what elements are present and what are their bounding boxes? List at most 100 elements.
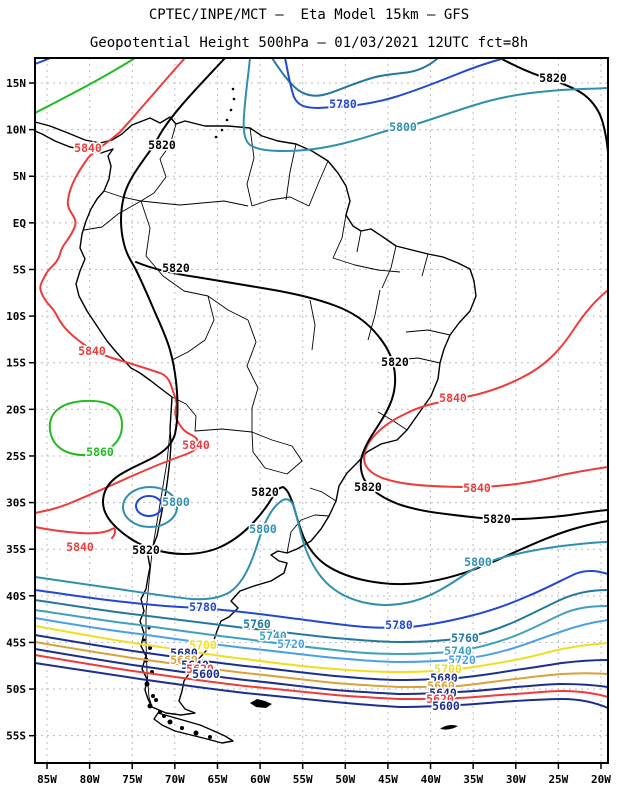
lon-tick-label: 75W	[122, 773, 142, 786]
contour-label: 5820	[539, 71, 567, 85]
contour-5820-andes-low	[102, 57, 609, 586]
lat-tick-label: 55S	[6, 730, 26, 743]
chart-subtitle: Geopotential Height 500hPa – 01/03/2021 …	[89, 35, 529, 51]
contour-label: 5680	[430, 671, 458, 685]
lon-tick-label: 65W	[208, 773, 228, 786]
contour-5780-south-band	[34, 570, 609, 629]
contour-label: 5780	[385, 618, 413, 632]
contour-label: 5820	[354, 480, 382, 494]
south-america-coastline	[34, 116, 477, 716]
contour-5700-south-band	[34, 625, 609, 673]
contour-label: 5840	[74, 141, 102, 155]
lat-tick-label: 5S	[13, 263, 26, 276]
contour-label: 5740	[444, 644, 472, 658]
south-georgia-island	[440, 725, 458, 730]
contour-label: 5620	[426, 692, 454, 706]
cutoff-low-outer-ring	[122, 486, 178, 528]
contour-label: 5820	[483, 512, 511, 526]
contour-label: 5700	[434, 662, 462, 676]
contour-5840-west	[34, 57, 200, 514]
contour-label: 5840	[182, 438, 210, 452]
contour-5860-north	[34, 57, 136, 114]
contour-label: 5800	[249, 522, 277, 536]
falkland-islands	[250, 699, 272, 708]
contour-5720-south-band	[34, 617, 609, 663]
lat-tick-label: 35S	[6, 543, 26, 556]
contour-5840-southwest	[34, 526, 116, 539]
contour-label: 5840	[66, 540, 94, 554]
contour-label: 5840	[439, 391, 467, 405]
contour-label: 5720	[277, 637, 305, 651]
contour-5800-north	[242, 57, 609, 152]
axes: 85W 80W 75W 70W 65W 60W 55W 50W 45W 40W 35W 30W 25W 2…	[6, 77, 611, 786]
chart-title: CPTEC/INPE/MCT – Eta Model 15km – GFS	[148, 7, 470, 23]
lon-tick-label: 35W	[463, 773, 483, 786]
contour-5800-south-band	[34, 498, 609, 606]
contour-label: 5860	[86, 445, 114, 459]
contour-label: 5820	[148, 138, 176, 152]
contour-5600-south-band	[34, 662, 609, 709]
lat-tick-label: 10S	[6, 310, 26, 323]
contour-label: 5840	[78, 344, 106, 358]
lon-tick-label: 45W	[378, 773, 398, 786]
lon-tick-label: 20W	[591, 773, 611, 786]
contour-label: 5820	[251, 485, 279, 499]
lat-tick-label: 40S	[6, 590, 26, 603]
lat-tick-label: 20S	[6, 403, 26, 416]
contour-label: 5660	[170, 653, 198, 667]
lon-tick-label: 40W	[421, 773, 441, 786]
contour-label: 5800	[389, 120, 417, 134]
contour-5760-north-dip	[271, 57, 439, 97]
contour-5860-closed-high	[48, 399, 123, 457]
lon-tick-label: 50W	[335, 773, 355, 786]
contour-5820-northeast	[499, 57, 609, 153]
contour-5660-south-band	[34, 641, 609, 688]
contour-5640-south-band	[34, 648, 609, 695]
contour-label: 5660	[427, 679, 455, 693]
lon-tick-label: 30W	[506, 773, 526, 786]
antilles-islands	[214, 87, 236, 139]
lat-tick-label: 25S	[6, 450, 26, 463]
lon-tick-label: 70W	[165, 773, 185, 786]
contour-label: 5800	[162, 495, 190, 509]
contour-5780-north	[284, 57, 506, 109]
lat-tick-label: 15N	[6, 77, 26, 90]
cutoff-low-inner-ring	[135, 495, 163, 517]
contour-5760-south-band	[34, 589, 609, 643]
contour-label: 5700	[189, 638, 217, 652]
tierra-del-fuego	[153, 712, 234, 744]
coastlines	[34, 87, 477, 744]
lat-tick-label: EQ	[13, 217, 27, 230]
contour-5840-east-trough	[362, 289, 609, 488]
contour-label: 5720	[448, 653, 476, 667]
contour-label: 5600	[432, 699, 460, 713]
contour-label: 5780	[189, 600, 217, 614]
contour-label-layer: 5840 5820 5780 5800 5820 5820 5840 5820 5840 5860…	[65, 70, 569, 715]
contour-label: 5820	[381, 355, 409, 369]
contour-label: 5760	[243, 617, 271, 631]
map-frame	[34, 57, 609, 764]
contour-label: 5820	[162, 261, 190, 275]
country-borders	[83, 123, 451, 708]
contour-5620-south-band	[34, 654, 609, 700]
lon-tick-label: 55W	[293, 773, 313, 786]
contour-5820-east-loop	[135, 261, 609, 521]
lon-tick-label: 80W	[80, 773, 100, 786]
contour-label: 5760	[451, 631, 479, 645]
lat-tick-label: 45S	[6, 636, 26, 649]
lon-tick-label: 85W	[37, 773, 57, 786]
lon-tick-label: 60W	[250, 773, 270, 786]
fjord-speckles	[142, 626, 212, 739]
lat-tick-label: 5N	[13, 170, 26, 183]
contour-label: 5800	[464, 555, 492, 569]
lat-tick-label: 15S	[6, 357, 26, 370]
contour-5740-south-band	[34, 605, 609, 655]
lat-tick-label: 50S	[6, 683, 26, 696]
contour-label: 5740	[259, 629, 287, 643]
contour-label: 5640	[429, 686, 457, 700]
contour-label: 5620	[186, 662, 214, 676]
lon-tick-label: 25W	[548, 773, 568, 786]
contour-label: 5820	[132, 543, 160, 557]
